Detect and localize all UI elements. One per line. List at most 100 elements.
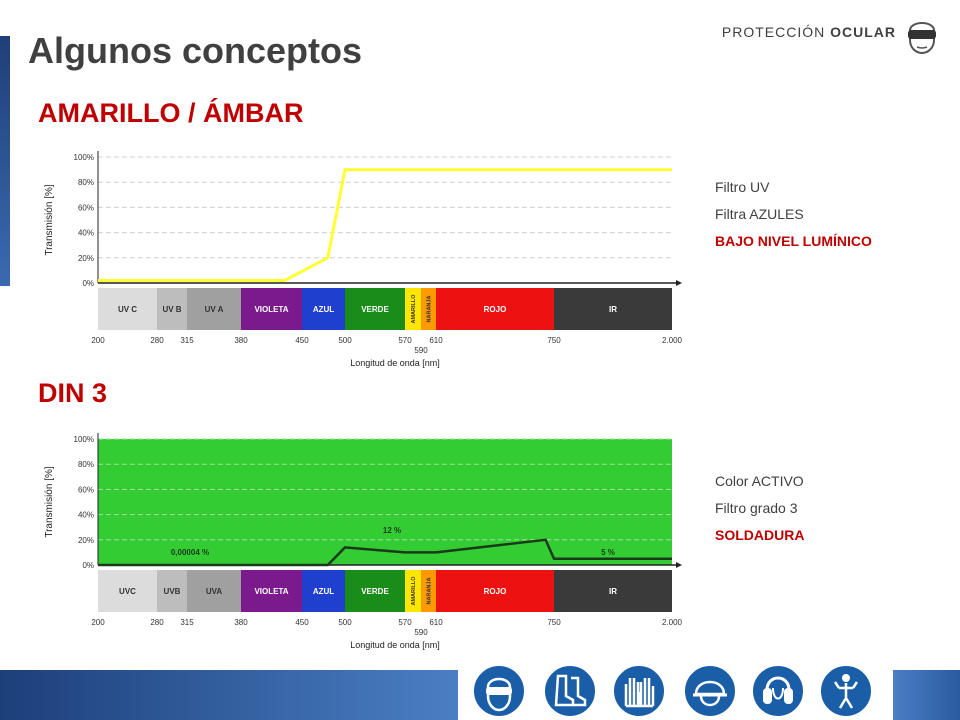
section-title-din3: DIN 3	[38, 378, 108, 408]
y-axis-label: Transmisión [%]	[44, 184, 55, 256]
section-title-amber: AMARILLO / ÁMBAR	[38, 98, 304, 128]
annotation-label: 12 %	[383, 526, 401, 535]
spectrum-band	[421, 570, 436, 612]
band-label: VIOLETA	[254, 587, 288, 596]
note-amber-1: Filtro UV	[715, 179, 770, 195]
spectrum-band	[241, 570, 302, 612]
x-tick-label: 450	[295, 618, 309, 627]
x-tick-label: 590	[414, 346, 428, 355]
spectrum-band	[436, 570, 554, 612]
header-label-bold: OCULAR	[830, 24, 896, 40]
note-amber-highlight: BAJO NIVEL LUMÍNICO	[715, 233, 872, 249]
spectrum-band	[421, 288, 436, 330]
y-tick-label: 0%	[82, 279, 94, 288]
spectrum-band	[405, 570, 421, 612]
page-title: Algunos conceptos	[28, 30, 363, 71]
y-tick-label: 100%	[74, 153, 94, 162]
x-tick-label: 200	[91, 336, 105, 345]
band-label: VERDE	[361, 305, 389, 314]
band-label: UVC	[119, 587, 136, 596]
boots-icon	[543, 664, 597, 718]
spectrum-band	[241, 288, 302, 330]
x-tick-label: 450	[295, 336, 309, 345]
spectrum-band	[554, 288, 672, 330]
y-tick-label: 80%	[78, 460, 94, 469]
footer-bar	[0, 670, 960, 720]
x-tick-label: 570	[398, 618, 412, 627]
spectrum-band	[345, 570, 405, 612]
series-line	[98, 168, 672, 282]
spectrum-band	[187, 570, 241, 612]
x-tick-label: 570	[398, 336, 412, 345]
x-tick-label: 610	[429, 336, 443, 345]
band-label: AZUL	[313, 587, 334, 596]
spectrum-band	[302, 288, 345, 330]
series-line	[98, 538, 672, 567]
x-tick-label: 610	[429, 618, 443, 627]
band-label: UVA	[206, 587, 223, 596]
band-label: VIOLETA	[254, 305, 288, 314]
band-label: VERDE	[361, 587, 389, 596]
band-label: IR	[609, 305, 617, 314]
spectrum-band	[98, 288, 157, 330]
x-tick-label: 2.000	[662, 618, 683, 627]
x-tick-label: 280	[150, 336, 164, 345]
y-tick-label: 60%	[78, 203, 94, 212]
footer-gradient-left	[0, 670, 458, 720]
y-axis-label: Transmisión [%]	[44, 466, 55, 538]
band-label: AMARILLO	[411, 294, 417, 324]
y-tick-label: 40%	[78, 229, 94, 238]
spectrum-band	[98, 570, 157, 612]
band-label: NARANJA	[427, 296, 433, 323]
band-label: AMARILLO	[411, 576, 417, 606]
y-tick-label: 20%	[78, 254, 94, 263]
spectrum-band	[345, 288, 405, 330]
note-amber-2: Filtra AZULES	[715, 206, 804, 222]
x-axis-arrow	[676, 280, 682, 286]
x-tick-label: 280	[150, 618, 164, 627]
band-label: UV C	[118, 305, 137, 314]
transmission-chart-din3: 100% 80% 60% 40% 20% 0% Transmisión [%] 0,00004…	[44, 433, 683, 650]
x-tick-label: 2.000	[662, 336, 683, 345]
x-tick-label: 380	[234, 618, 248, 627]
x-tick-label: 590	[414, 628, 428, 637]
annotation-label: 5 %	[601, 548, 615, 557]
harness-icon	[819, 664, 873, 718]
note-din3-highlight: SOLDADURA	[715, 527, 805, 543]
y-tick-label: 20%	[78, 536, 94, 545]
gloves-icon	[612, 664, 666, 718]
header-label-light: PROTECCIÓN	[721, 24, 826, 40]
goggles-icon	[472, 664, 526, 718]
band-label: ROJO	[484, 305, 507, 314]
band-label: NARANJA	[427, 578, 433, 605]
helmet-icon	[683, 664, 737, 718]
ear-protection-icon	[751, 664, 805, 718]
band-label: AZUL	[313, 305, 334, 314]
spectrum-band	[157, 570, 187, 612]
y-tick-label: 0%	[82, 561, 94, 570]
note-din3-2: Filtro grado 3	[715, 500, 798, 516]
notes-din3: Color ACTIVO Filtro grado 3 SOLDADURA	[715, 468, 804, 549]
x-axis-label: Longitud de onda [nm]	[350, 640, 440, 650]
x-tick-label: 315	[180, 336, 194, 345]
annotation-label: 0,00004 %	[171, 548, 209, 557]
transmission-chart-amber: 100% 80% 60% 40% 20% 0% Transmisión [%] UV C UV …	[44, 151, 683, 368]
footer-gradient-right	[893, 670, 960, 720]
face-goggles-icon	[908, 22, 936, 54]
band-label: UVB	[164, 587, 181, 596]
transmission-area	[98, 439, 672, 565]
spectrum-band	[554, 570, 672, 612]
y-tick-label: 100%	[74, 435, 94, 444]
x-tick-label: 380	[234, 336, 248, 345]
y-tick-label: 80%	[78, 178, 94, 187]
band-label: IR	[609, 587, 617, 596]
x-tick-label: 315	[180, 618, 194, 627]
spectrum-band	[157, 288, 187, 330]
band-label: ROJO	[484, 587, 507, 596]
y-tick-label: 60%	[78, 485, 94, 494]
x-tick-label: 200	[91, 618, 105, 627]
note-din3-1: Color ACTIVO	[715, 473, 804, 489]
x-tick-label: 500	[338, 618, 352, 627]
header-label: PROTECCIÓN OCULAR	[722, 24, 896, 40]
x-axis-label: Longitud de onda [nm]	[350, 358, 440, 368]
